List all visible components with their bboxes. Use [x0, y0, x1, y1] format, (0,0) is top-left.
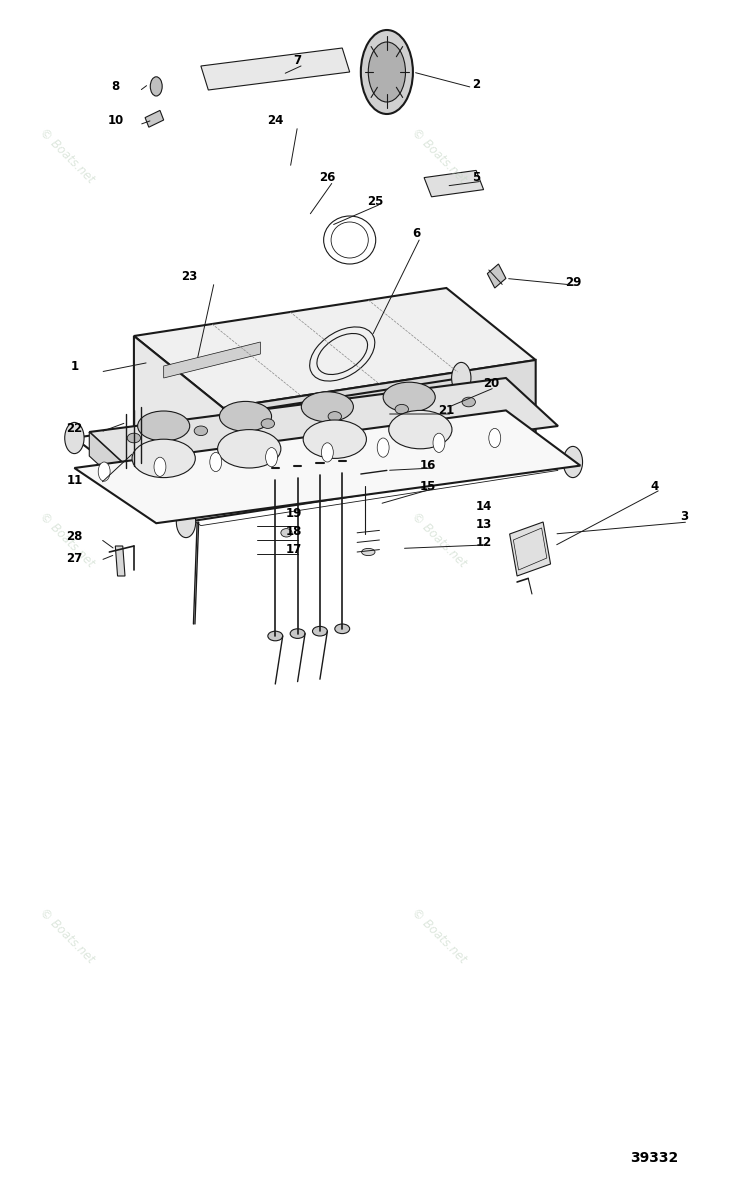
Ellipse shape	[138, 410, 190, 440]
Ellipse shape	[335, 624, 350, 634]
Polygon shape	[164, 342, 260, 378]
Text: 2: 2	[472, 78, 480, 90]
Polygon shape	[89, 378, 558, 480]
Text: 11: 11	[66, 474, 83, 486]
Circle shape	[377, 438, 389, 457]
Polygon shape	[89, 432, 141, 504]
Circle shape	[154, 457, 166, 476]
Circle shape	[433, 433, 445, 452]
Text: 15: 15	[420, 480, 436, 492]
Polygon shape	[134, 336, 223, 504]
Text: 29: 29	[565, 276, 581, 288]
Text: 12: 12	[475, 536, 492, 548]
Polygon shape	[115, 546, 125, 576]
Text: © Boats.net: © Boats.net	[409, 126, 469, 186]
Text: 28: 28	[66, 530, 83, 542]
Text: 10: 10	[107, 114, 124, 126]
Circle shape	[98, 462, 110, 481]
Text: 6: 6	[412, 228, 421, 240]
Circle shape	[489, 428, 501, 448]
Circle shape	[368, 42, 405, 102]
Text: 5: 5	[472, 172, 481, 184]
Circle shape	[150, 77, 162, 96]
Ellipse shape	[362, 548, 375, 556]
Polygon shape	[145, 110, 164, 127]
Text: 4: 4	[650, 480, 659, 492]
Text: 22: 22	[66, 422, 83, 434]
Text: 8: 8	[111, 80, 120, 92]
Text: 7: 7	[294, 54, 301, 66]
Text: 21: 21	[438, 404, 455, 416]
Polygon shape	[74, 410, 580, 523]
Circle shape	[563, 446, 583, 478]
Ellipse shape	[280, 528, 292, 538]
Text: © Boats.net: © Boats.net	[37, 906, 97, 966]
Ellipse shape	[462, 397, 475, 407]
Text: 27: 27	[66, 552, 83, 564]
Ellipse shape	[301, 391, 353, 421]
Ellipse shape	[127, 433, 141, 443]
Polygon shape	[424, 170, 484, 197]
Text: 23: 23	[182, 270, 198, 282]
Polygon shape	[134, 288, 536, 408]
Text: 17: 17	[286, 544, 302, 556]
Text: 1: 1	[71, 360, 78, 372]
Ellipse shape	[261, 419, 275, 428]
Text: 13: 13	[475, 518, 492, 530]
Ellipse shape	[328, 412, 341, 421]
Ellipse shape	[383, 382, 435, 412]
Text: 25: 25	[368, 196, 384, 208]
Ellipse shape	[217, 430, 280, 468]
Ellipse shape	[290, 629, 305, 638]
Text: © Boats.net: © Boats.net	[37, 126, 97, 186]
Ellipse shape	[219, 401, 272, 431]
Circle shape	[321, 443, 333, 462]
Ellipse shape	[132, 439, 195, 478]
Text: © Boats.net: © Boats.net	[37, 510, 97, 570]
Circle shape	[210, 452, 222, 472]
Circle shape	[65, 422, 84, 454]
Text: 14: 14	[475, 500, 492, 512]
Ellipse shape	[304, 420, 367, 458]
Ellipse shape	[312, 626, 327, 636]
Text: 26: 26	[319, 172, 336, 184]
Ellipse shape	[395, 404, 408, 414]
Circle shape	[176, 506, 196, 538]
Text: 20: 20	[483, 378, 499, 390]
Text: © Boats.net: © Boats.net	[409, 906, 469, 966]
Text: © Boats.net: © Boats.net	[409, 510, 469, 570]
Polygon shape	[223, 360, 536, 504]
Text: 3: 3	[681, 510, 688, 522]
Circle shape	[266, 448, 278, 467]
Text: 19: 19	[286, 508, 302, 520]
Ellipse shape	[268, 631, 283, 641]
Polygon shape	[510, 522, 551, 576]
Ellipse shape	[194, 426, 208, 436]
Ellipse shape	[388, 410, 452, 449]
Text: 39332: 39332	[631, 1151, 679, 1165]
Circle shape	[452, 362, 471, 394]
Text: 24: 24	[267, 114, 283, 126]
Text: 18: 18	[286, 526, 302, 538]
Text: 16: 16	[420, 460, 436, 472]
Polygon shape	[201, 48, 350, 90]
Circle shape	[361, 30, 413, 114]
Polygon shape	[487, 264, 506, 288]
